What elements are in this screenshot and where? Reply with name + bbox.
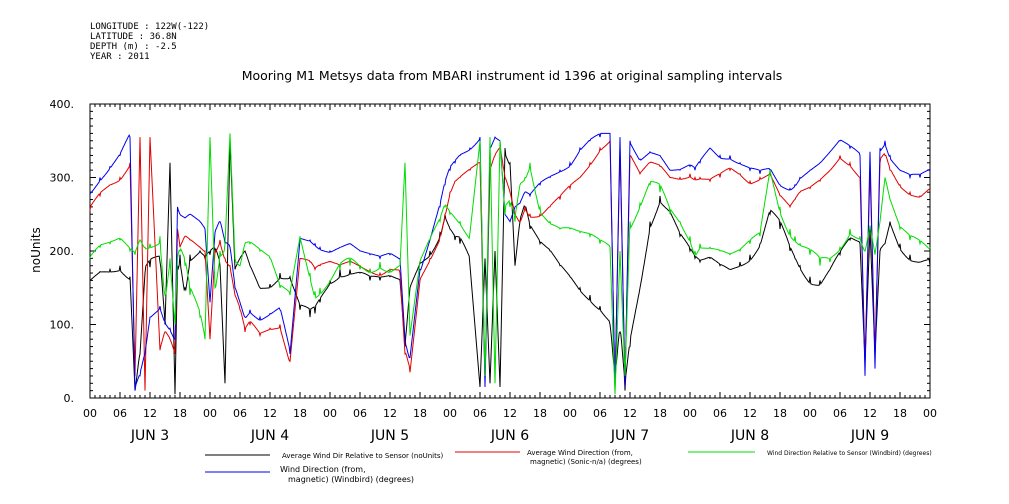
x-tick-label: 00 — [563, 407, 577, 420]
x-tick-label: 00 — [443, 407, 457, 420]
series-line-0 — [89, 140, 931, 395]
series-layer — [89, 132, 931, 395]
x-tick-label: 06 — [233, 407, 247, 420]
x-axis-ticks: 00 06 12 18 00 06 12 18 00 06 12 18 00 06 12 18 00 06 12 18… — [83, 104, 937, 444]
series-line-2 — [89, 133, 931, 395]
legend-label-wind-dir-windbird-line1: Wind Direction (from, — [280, 465, 366, 474]
day-label: JUN 5 — [370, 428, 409, 444]
y-tick-label: 0. — [64, 392, 75, 405]
day-label: JUN 6 — [490, 428, 529, 444]
y-axis-label: noUnits — [29, 227, 43, 273]
dataset-metadata: LONGITUDE : 122W(-122) LATITUDE : 36.8N … — [90, 22, 209, 62]
chart-title: Mooring M1 Metsys data from MBARI instru… — [242, 68, 783, 83]
x-tick-label: 00 — [83, 407, 97, 420]
x-tick-label: 12 — [143, 407, 157, 420]
y-tick-label: 200. — [50, 245, 75, 258]
y-tick-label: 300. — [50, 172, 75, 185]
legend-label-wind-dir-windbird-line2: magnetic) (Windbird) (degrees) — [288, 475, 414, 484]
x-tick-label: 18 — [653, 407, 667, 420]
day-label: JUN 8 — [730, 428, 769, 444]
x-tick-label: 00 — [323, 407, 337, 420]
x-tick-label: 00 — [803, 407, 817, 420]
legend-label-avg-wind-dir-sonic-line1: Average Wind Direction (from, — [527, 449, 633, 457]
legend-label-avg-wind-dir-sonic-line2: magnetic) (Sonic-n/a) (degrees) — [530, 458, 642, 466]
legend-label-wind-dir-windbird: Wind Direction (from, magnetic) (Windbir… — [280, 465, 414, 484]
x-tick-label: 18 — [893, 407, 907, 420]
meta-longitude: LONGITUDE : 122W(-122) — [90, 22, 210, 32]
meta-year: YEAR : 2011 — [90, 52, 150, 62]
x-tick-label: 18 — [773, 407, 787, 420]
legend: Average Wind Dir Relative to Sensor (noU… — [205, 449, 932, 484]
day-label: JUN 7 — [610, 428, 649, 444]
x-tick-label: 00 — [923, 407, 937, 420]
y-tick-label: 100. — [50, 319, 75, 332]
day-label: JUN 4 — [250, 428, 289, 444]
x-tick-label: 12 — [263, 407, 277, 420]
series-line-3 — [89, 132, 931, 391]
x-tick-label: 06 — [353, 407, 367, 420]
meta-depth: DEPTH (m) : -2.5 — [90, 42, 177, 52]
y-axis-ticks: 0. 100. 200. 300. 400. — [50, 98, 930, 405]
day-label: JUN 3 — [130, 428, 169, 444]
x-tick-label: 18 — [173, 407, 187, 420]
x-tick-label: 06 — [833, 407, 847, 420]
x-tick-label: 12 — [743, 407, 757, 420]
series-line-1 — [89, 137, 931, 391]
legend-label-wind-dir-rel-windbird: Wind Direction Relative to Sensor (Windb… — [767, 450, 932, 457]
x-tick-label: 12 — [623, 407, 637, 420]
x-tick-label: 18 — [533, 407, 547, 420]
x-tick-label: 06 — [713, 407, 727, 420]
legend-label-avg-wind-dir-sonic: Average Wind Direction (from, magnetic) … — [527, 449, 642, 466]
x-tick-label: 06 — [113, 407, 127, 420]
x-tick-label: 18 — [413, 407, 427, 420]
day-label: JUN 9 — [850, 428, 889, 444]
x-tick-label: 18 — [293, 407, 307, 420]
meta-latitude: LATITUDE : 36.8N — [90, 32, 177, 42]
x-tick-label: 06 — [473, 407, 487, 420]
x-tick-label: 12 — [383, 407, 397, 420]
x-tick-label: 12 — [863, 407, 877, 420]
x-tick-label: 00 — [203, 407, 217, 420]
legend-label-avg-wind-dir-rel: Average Wind Dir Relative to Sensor (noU… — [282, 452, 443, 460]
x-tick-label: 12 — [503, 407, 517, 420]
x-tick-label: 00 — [683, 407, 697, 420]
x-tick-label: 06 — [593, 407, 607, 420]
y-tick-label: 400. — [50, 98, 75, 111]
